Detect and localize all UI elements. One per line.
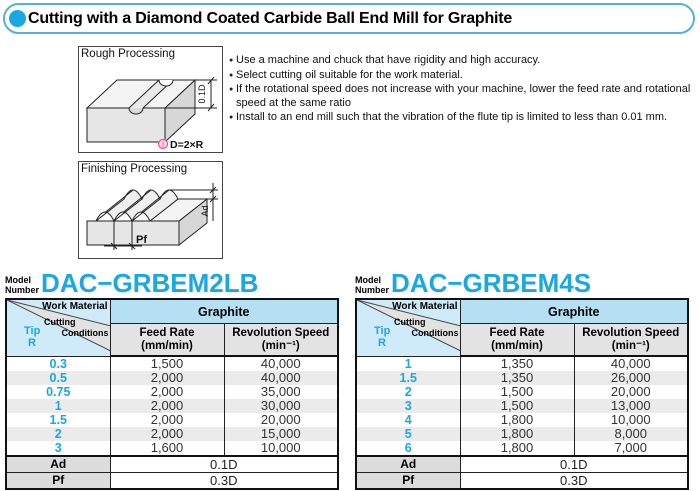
table-row: 4 1,800 10,000 (355, 413, 689, 427)
note-item: ● Install to an end mill such that the v… (229, 111, 697, 125)
usage-notes-list: ● Use a machine and chuck that have rigi… (229, 54, 697, 126)
model-number-value: DAC−GRBEM2LB (41, 268, 259, 298)
table-row: 1.5 1,350 26,000 (355, 371, 689, 385)
table-row: 0.75 2,000 35,000 (5, 385, 339, 399)
feed-rate-header: Feed Rate (mm/min) (459, 323, 575, 357)
cutting-conditions-table: Work Material Cutting Conditions Tip R G… (355, 298, 689, 490)
cutting-label: Cutting (394, 317, 426, 327)
rough-note: D=2×R (170, 139, 204, 150)
model-table-grbem4s: Model Number DAC−GRBEM4S Work Material C… (355, 267, 689, 490)
finishing-processing-diagram: Ad Pf (86, 183, 218, 250)
caution-icon (157, 138, 169, 150)
work-material-value: Graphite (459, 298, 689, 324)
feed-rate-header: Feed Rate (mm/min) (109, 323, 225, 357)
note-text: Select cutting oil suitable for the work… (236, 68, 463, 81)
table-row: 6 1,800 7,000 (355, 441, 689, 456)
rough-processing-box: Rough Processing 0.1D ! D=2×R (78, 46, 223, 153)
pitch-label: Pf (136, 234, 147, 246)
ad-row: Ad 0.1D (355, 455, 689, 473)
cutting-conditions-table: Work Material Cutting Conditions Tip R G… (5, 298, 339, 490)
page-title-bar: Cutting with a Diamond Coated Carbide Ba… (3, 3, 695, 34)
depth-dimension-label: 0.1D (197, 84, 207, 104)
work-material-label: Work Material (42, 301, 108, 312)
table-row: 5 1,800 8,000 (355, 427, 689, 441)
table-row: 2 1,500 20,000 (355, 385, 689, 399)
diagonal-header-cell: Work Material Cutting Conditions Tip R (355, 298, 461, 357)
ad-row: Ad 0.1D (5, 455, 339, 473)
table-row: 1 1,350 40,000 (355, 356, 689, 371)
cutting-label: Cutting (44, 317, 76, 327)
note-bullet-icon: ● (229, 86, 234, 93)
model-header: Model Number DAC−GRBEM2LB (5, 267, 337, 298)
model-number-label: Model Number (5, 275, 40, 295)
table-row: 0.5 2,000 40,000 (5, 371, 339, 385)
work-material-label: Work Material (392, 301, 458, 312)
model-number-value: DAC−GRBEM4S (391, 268, 592, 298)
note-bullet-icon: ● (229, 114, 234, 121)
revolution-speed-header: Revolution Speed (min⁻¹) (223, 323, 339, 357)
rough-processing-label: Rough Processing (81, 48, 175, 60)
finishing-processing-label: Finishing Processing (81, 163, 188, 175)
diagonal-header-cell: Work Material Cutting Conditions Tip R (5, 298, 111, 357)
model-header: Model Number DAC−GRBEM4S (355, 267, 687, 298)
table-row: 3 1,600 10,000 (5, 441, 339, 456)
pf-row: Pf 0.3D (355, 472, 689, 490)
table-row: 2 2,000 15,000 (5, 427, 339, 441)
scallop-height-label: Ad (200, 205, 210, 216)
pf-row: Pf 0.3D (5, 472, 339, 490)
conditions-label: Conditions (411, 328, 459, 338)
table-row: 1.5 2,000 20,000 (5, 413, 339, 427)
bullet-circle-icon (9, 10, 26, 27)
model-number-label: Model Number (355, 275, 390, 295)
note-item: ● If the rotational speed does not incre… (229, 83, 697, 110)
note-item: ● Select cutting oil suitable for the wo… (229, 69, 697, 83)
tip-r-label: Tip R (374, 325, 391, 349)
page-title: Cutting with a Diamond Coated Carbide Ba… (28, 9, 513, 27)
table-row: 0.3 1,500 40,000 (5, 356, 339, 371)
note-item: ● Use a machine and chuck that have rigi… (229, 54, 697, 68)
conditions-label: Conditions (61, 328, 109, 338)
caution-mark: ! (162, 142, 164, 149)
model-table-grbem2lb: Model Number DAC−GRBEM2LB Work Material … (5, 267, 339, 490)
note-text: Install to an end mill such that the vib… (236, 111, 668, 123)
note-bullet-icon: ● (229, 71, 234, 79)
finishing-processing-box: Finishing Processing Ad Pf (78, 161, 223, 259)
note-text: If the rotational speed does not increas… (236, 83, 691, 109)
rough-processing-diagram: 0.1D ! D=2×R (85, 76, 217, 150)
table-row: 3 1,500 13,000 (355, 399, 689, 413)
diagonal-lines (7, 300, 109, 351)
table-row: 1 2,000 30,000 (5, 399, 339, 413)
tip-r-label: Tip R (24, 325, 41, 349)
note-text: Use a machine and chuck that have rigidi… (236, 54, 541, 66)
note-bullet-icon: ● (229, 57, 234, 64)
diagonal-lines (357, 300, 459, 351)
work-material-value: Graphite (109, 298, 339, 324)
revolution-speed-header: Revolution Speed (min⁻¹) (573, 323, 689, 357)
